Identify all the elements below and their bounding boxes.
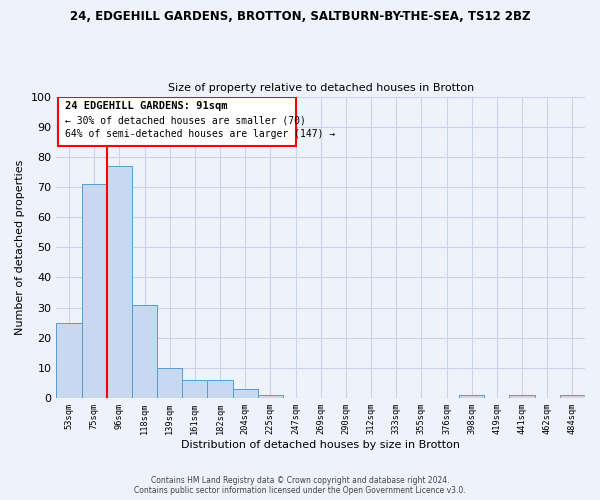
Bar: [107, 166, 132, 398]
Bar: [258, 395, 283, 398]
Bar: [459, 395, 484, 398]
Bar: [132, 304, 157, 398]
Text: 24 EDGEHILL GARDENS: 91sqm: 24 EDGEHILL GARDENS: 91sqm: [65, 101, 228, 111]
Bar: [82, 184, 107, 398]
Bar: [208, 380, 233, 398]
Bar: [233, 389, 258, 398]
Text: 64% of semi-detached houses are larger (147) →: 64% of semi-detached houses are larger (…: [65, 129, 335, 139]
Text: ← 30% of detached houses are smaller (70): ← 30% of detached houses are smaller (70…: [65, 116, 306, 126]
Text: Contains HM Land Registry data © Crown copyright and database right 2024.
Contai: Contains HM Land Registry data © Crown c…: [134, 476, 466, 495]
Text: 24, EDGEHILL GARDENS, BROTTON, SALTBURN-BY-THE-SEA, TS12 2BZ: 24, EDGEHILL GARDENS, BROTTON, SALTBURN-…: [70, 10, 530, 23]
Title: Size of property relative to detached houses in Brotton: Size of property relative to detached ho…: [167, 83, 474, 93]
FancyBboxPatch shape: [58, 96, 296, 146]
Bar: [182, 380, 208, 398]
X-axis label: Distribution of detached houses by size in Brotton: Distribution of detached houses by size …: [181, 440, 460, 450]
Bar: [560, 395, 585, 398]
Bar: [56, 322, 82, 398]
Bar: [157, 368, 182, 398]
Bar: [509, 395, 535, 398]
Y-axis label: Number of detached properties: Number of detached properties: [15, 160, 25, 335]
